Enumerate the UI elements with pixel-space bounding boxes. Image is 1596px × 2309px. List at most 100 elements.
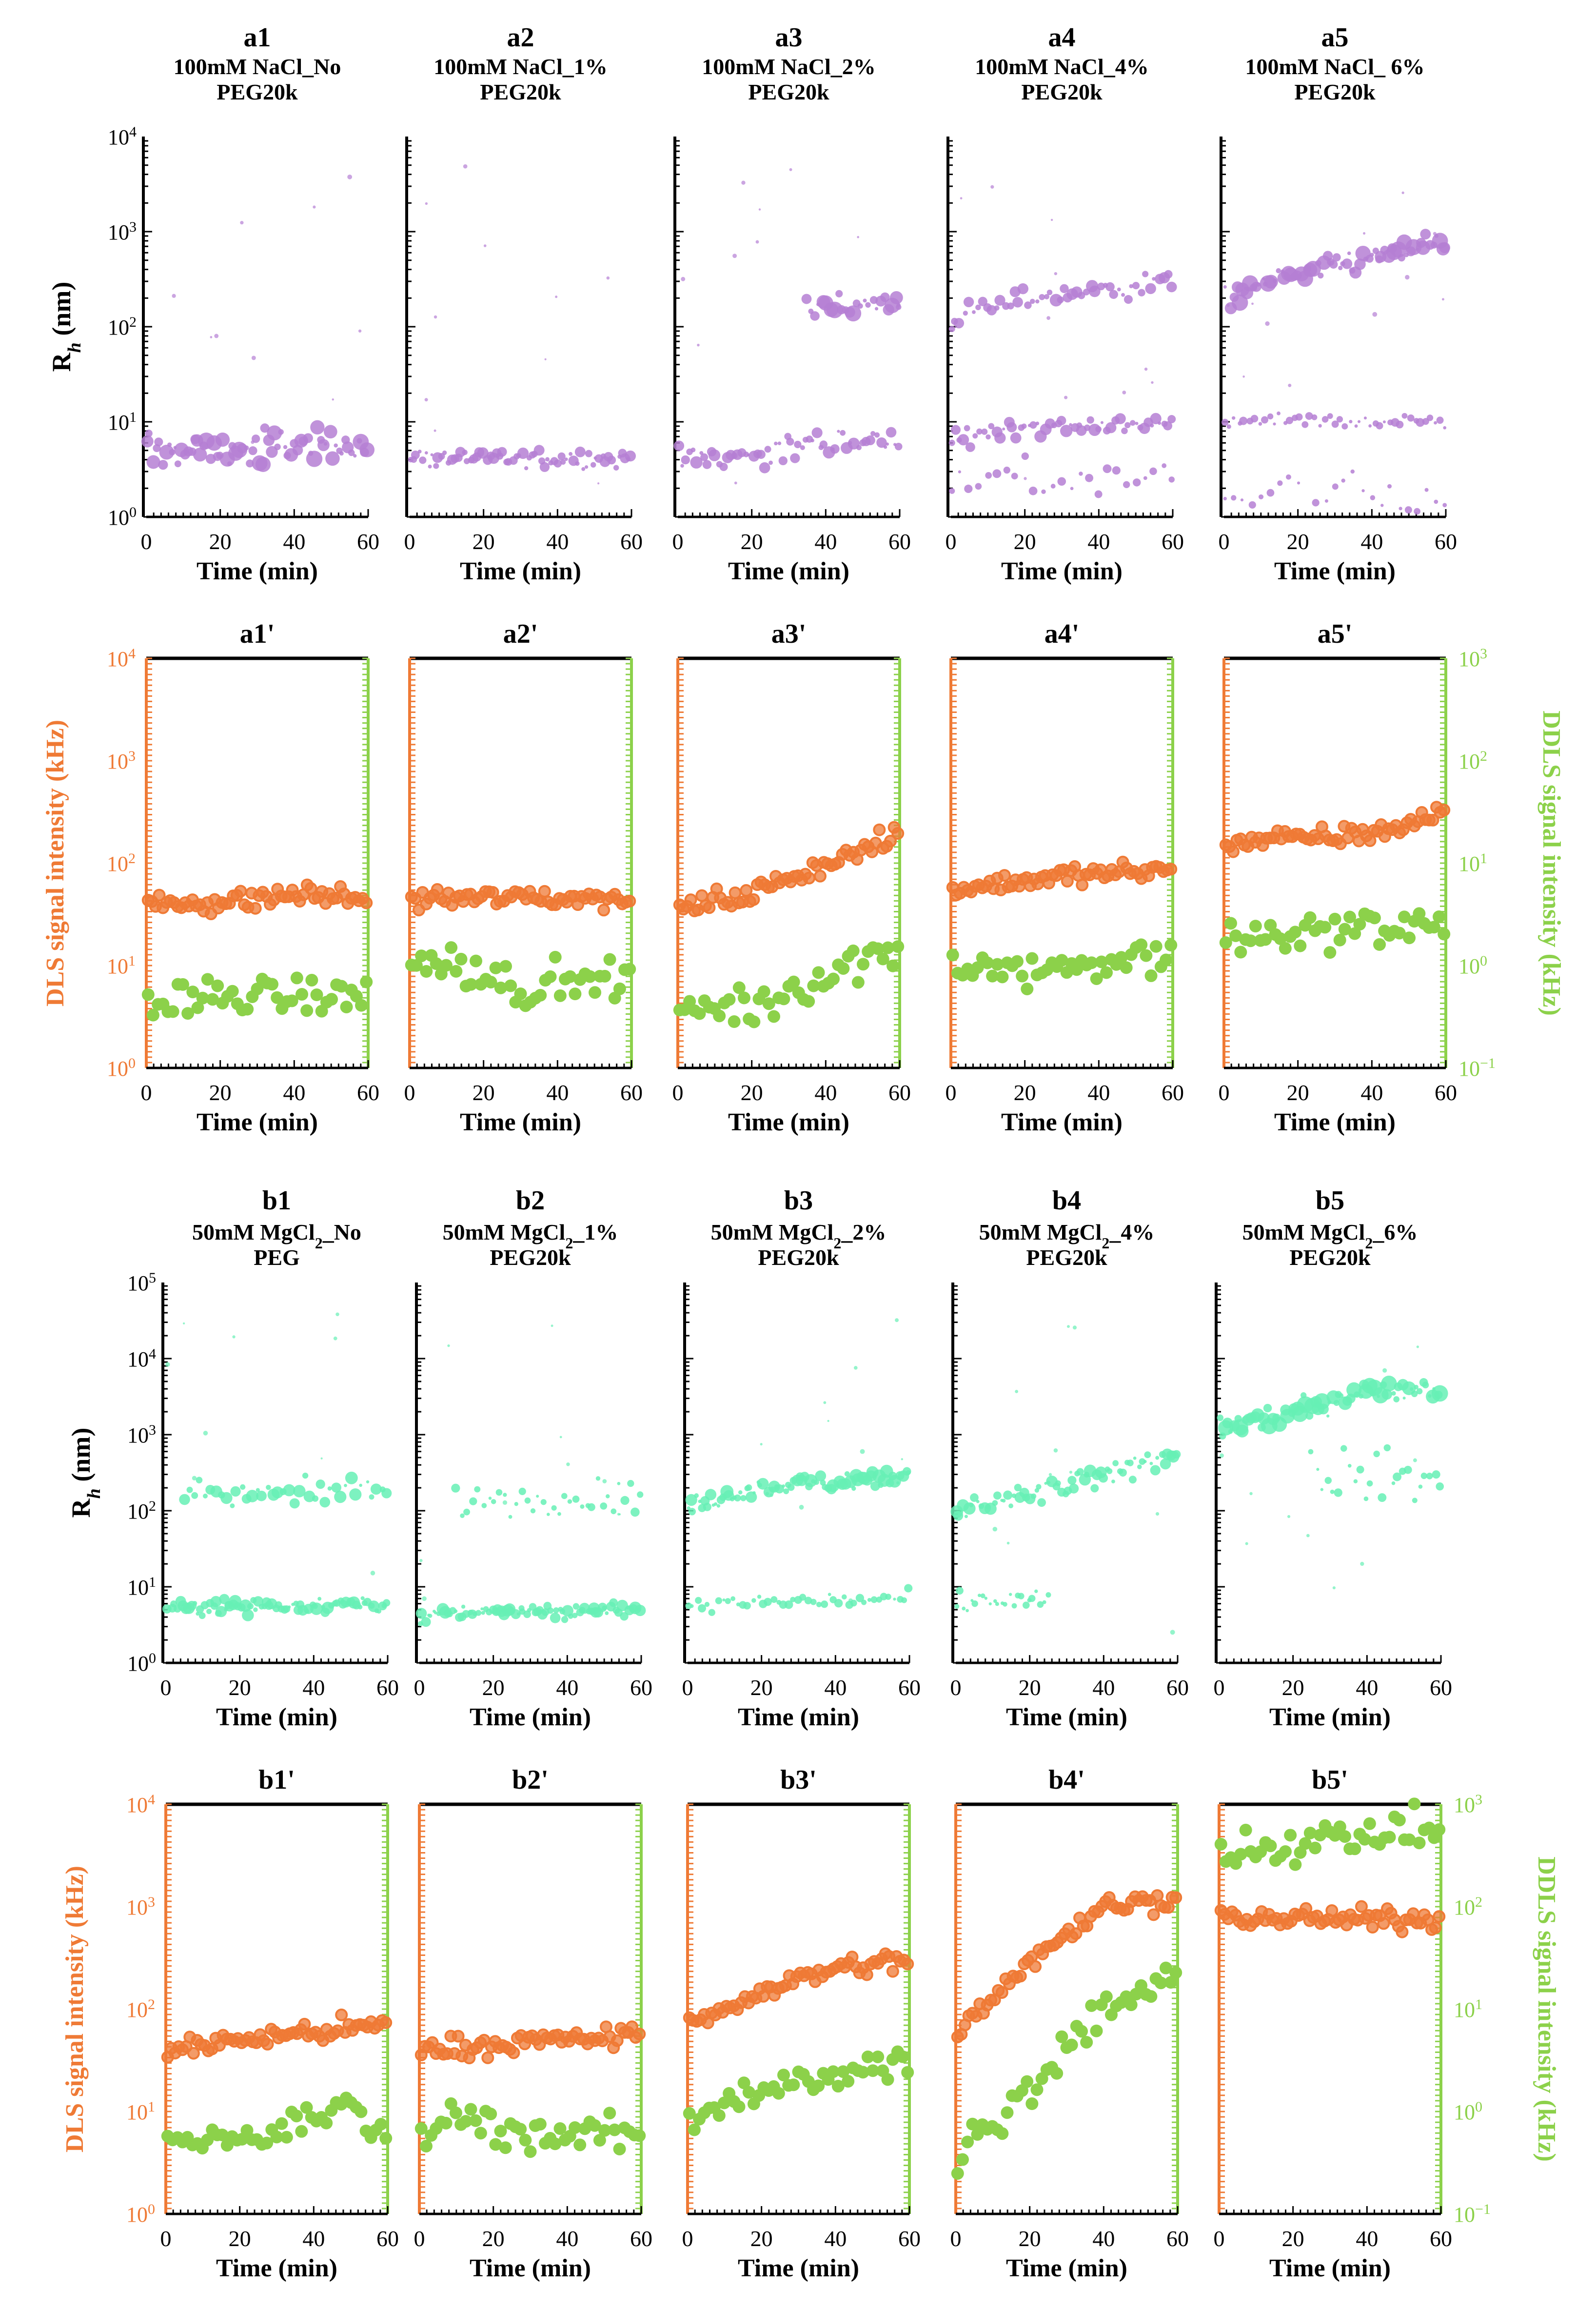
data-group-a4 bbox=[948, 185, 1177, 498]
data-point-a5-s0 bbox=[1329, 260, 1338, 269]
ddls-point-b4p bbox=[966, 2117, 979, 2131]
data-point-a1-s0 bbox=[174, 460, 181, 468]
ddls-point-a1p bbox=[355, 999, 368, 1012]
ddls-point-a2p bbox=[504, 979, 517, 992]
ddls-point-b4p bbox=[1001, 2106, 1014, 2119]
ddls-point-a5p bbox=[1328, 912, 1341, 926]
data-point-a5-s1 bbox=[1226, 424, 1231, 429]
data-point-a4-s2 bbox=[1057, 477, 1066, 486]
x-tick-label-a3: 20 bbox=[741, 529, 763, 554]
data-point-a5-s2 bbox=[1404, 506, 1412, 514]
data-point-b4-s0 bbox=[1036, 1484, 1042, 1490]
data-point-b1-s1 bbox=[220, 1492, 233, 1504]
data-group-b2 bbox=[415, 1324, 646, 1627]
data-point-b2-s1 bbox=[620, 1496, 630, 1505]
data-point-b1-s1 bbox=[271, 1486, 284, 1499]
ddls-point-a1p bbox=[305, 973, 318, 987]
data-point-a4-s0 bbox=[1002, 427, 1005, 431]
data-point-b3-s1 bbox=[708, 1609, 715, 1616]
outlier-point-b1 bbox=[182, 1322, 185, 1324]
data-point-b4-s0 bbox=[953, 1511, 964, 1521]
x-tick-label-b2p: 40 bbox=[556, 2226, 578, 2251]
outlier-point-b1 bbox=[165, 1362, 170, 1367]
ddls-point-a3p bbox=[737, 991, 750, 1005]
outlier-point-a3 bbox=[857, 236, 860, 238]
data-point-b4-s1 bbox=[1003, 1602, 1007, 1607]
data-point-a5-s1 bbox=[1327, 413, 1333, 419]
data-point-a1-s0 bbox=[237, 443, 248, 454]
data-point-a4-s0 bbox=[1135, 421, 1139, 425]
dls-point-b4p bbox=[1147, 1908, 1160, 1921]
data-point-a5-s2 bbox=[1370, 495, 1376, 500]
data-point-b5-s0 bbox=[1318, 1403, 1329, 1415]
data-point-b5-s1 bbox=[1324, 1477, 1332, 1484]
data-point-a1-s0 bbox=[348, 449, 355, 456]
data-point-a1-s0 bbox=[248, 446, 257, 455]
data-point-a2-s0 bbox=[575, 461, 580, 466]
data-point-a1-s0 bbox=[283, 445, 288, 450]
data-point-a3-s0 bbox=[680, 464, 684, 468]
ddls-point-b3p bbox=[837, 2065, 850, 2078]
ddls-point-a4p bbox=[1144, 969, 1158, 982]
dls-point-a3p bbox=[884, 834, 897, 848]
ddls-point-b2p bbox=[514, 2123, 527, 2136]
ddls-point-a1p bbox=[271, 991, 284, 1004]
y-right-tick-label-a5p: 102 bbox=[1458, 748, 1487, 774]
data-point-b3-s0 bbox=[752, 1491, 756, 1495]
data-point-a1-s0 bbox=[167, 442, 172, 447]
data-point-a4-s0 bbox=[1163, 421, 1173, 431]
data-point-b3-s0 bbox=[814, 1480, 819, 1485]
ddls-point-a4p bbox=[991, 958, 1004, 971]
x-tick-label-a5p: 60 bbox=[1435, 1080, 1457, 1105]
data-point-a5-s0 bbox=[1264, 275, 1278, 289]
outlier-point-b4 bbox=[1069, 1470, 1073, 1474]
dls-point-b4p bbox=[1014, 1970, 1027, 1983]
ddls-point-b3p bbox=[683, 2107, 696, 2120]
ddls-point-b1p bbox=[260, 2136, 274, 2150]
x-tick-label-b4: 20 bbox=[1019, 1675, 1041, 1700]
data-point-a4-s2 bbox=[1085, 474, 1094, 482]
x-tick-label-b1: 40 bbox=[302, 1675, 325, 1700]
data-point-b5-s0 bbox=[1217, 1414, 1224, 1421]
data-point-a4-s1 bbox=[1117, 287, 1121, 292]
outlier-point-a1 bbox=[358, 329, 362, 333]
data-point-a3-s0 bbox=[865, 435, 875, 446]
ddls-point-a4p bbox=[1085, 956, 1098, 969]
ddls-point-a2p bbox=[589, 986, 602, 999]
data-point-b4-s0 bbox=[1126, 1460, 1134, 1466]
data-point-b5-s1 bbox=[1356, 1465, 1364, 1474]
x-tick-label-b2: 40 bbox=[556, 1675, 578, 1700]
tick-base: 10 bbox=[1458, 1057, 1480, 1081]
data-point-a4-s2 bbox=[1162, 463, 1167, 468]
data-group-a5 bbox=[1222, 191, 1451, 515]
data-point-a4-s0 bbox=[1095, 426, 1102, 433]
data-point-b5-s1 bbox=[1383, 1444, 1391, 1452]
data-point-b1-s1 bbox=[315, 1479, 325, 1489]
ddls-point-a4p bbox=[1090, 972, 1103, 985]
data-point-a5-s0 bbox=[1439, 242, 1451, 254]
data-point-b5-s1 bbox=[1353, 1479, 1358, 1483]
x-tick-label-b1p: 40 bbox=[302, 2226, 325, 2251]
panel-title-line1-a4: 100mM NaCl_4% bbox=[975, 54, 1148, 79]
tick-base: 10 bbox=[127, 1423, 149, 1447]
ddls-point-a3p bbox=[876, 952, 889, 966]
data-point-b1-s1 bbox=[369, 1494, 374, 1500]
outlier-point-a1 bbox=[214, 334, 219, 338]
data-point-b4-s1 bbox=[988, 1602, 992, 1606]
data-point-b2-s1 bbox=[469, 1497, 477, 1505]
data-point-a4-s1 bbox=[1121, 293, 1125, 297]
ddls-point-b3p bbox=[717, 2096, 730, 2110]
data-point-a4-s2 bbox=[1070, 487, 1074, 491]
ddls-point-b1p bbox=[300, 2101, 313, 2114]
panel-title-line1-b5: 50mM MgCl2_6% bbox=[1242, 1220, 1418, 1252]
ddls-point-b3p bbox=[737, 2076, 750, 2090]
ddls-point-a2p bbox=[583, 970, 596, 983]
tick-base: 10 bbox=[127, 1500, 149, 1523]
data-point-a3-s1 bbox=[889, 291, 903, 304]
outlier-point-b2 bbox=[559, 1436, 562, 1439]
data-group-b4p bbox=[951, 1889, 1182, 2180]
data-point-b4-s0 bbox=[1160, 1458, 1171, 1470]
y-tick-label-b1: 103 bbox=[127, 1422, 156, 1448]
data-point-a4-s0 bbox=[1167, 415, 1176, 424]
title-subscript: 2 bbox=[1102, 1234, 1109, 1252]
